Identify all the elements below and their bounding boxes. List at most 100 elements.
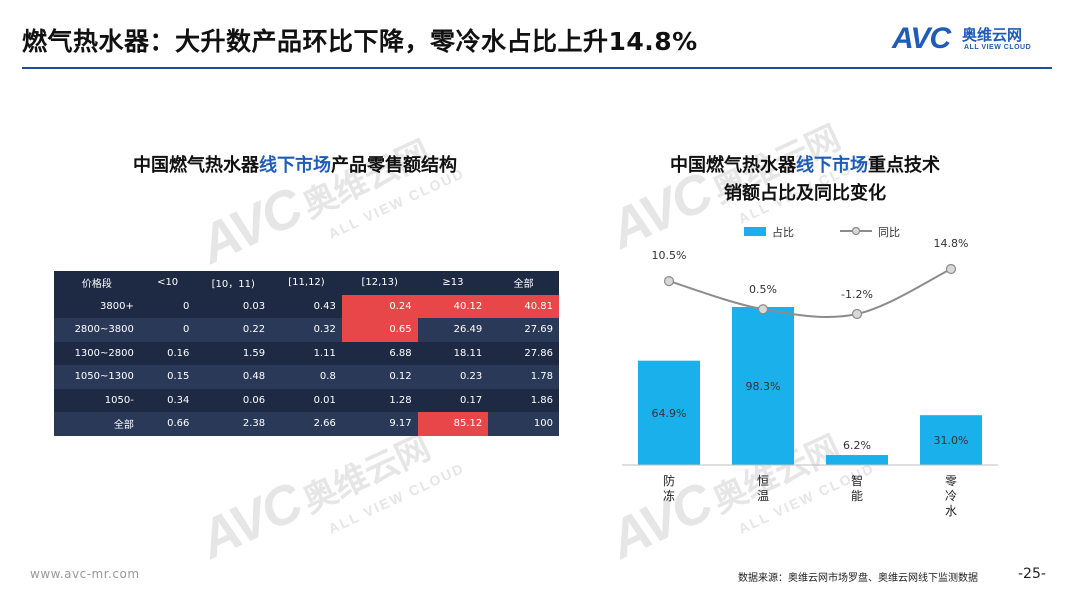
table-cell: 85.12 <box>417 412 489 436</box>
table-header-cell: 全部 <box>488 271 559 295</box>
table-row: 2800~3800 0 0.22 0.32 0.65 26.49 27.69 <box>54 318 559 342</box>
price-segment-label: 1050- <box>54 388 140 412</box>
table-cell: 1.78 <box>488 365 559 389</box>
table-cell: 40.81 <box>488 294 559 318</box>
table-cell: 0.8 <box>271 365 342 389</box>
table-cell: 1.86 <box>488 388 559 412</box>
table-header-row: 价格段 <10 [10，11) [11,12) [12,13) ≥13 全部 <box>54 271 559 295</box>
watermark: AVC 奥维云网 ALL VIEW CLOUD <box>190 132 467 276</box>
table-cell: 0.22 <box>195 318 272 342</box>
category-label-char: 温 <box>757 489 769 503</box>
logo-english-name: ALL VIEW CLOUD <box>964 44 1032 51</box>
footer-url: www.avc-mr.com <box>30 567 140 581</box>
yoy-line <box>668 268 952 318</box>
price-segment-label: 1300~2800 <box>54 341 140 365</box>
table-cell: 18.11 <box>417 341 489 365</box>
bar-value-label: 64.9% <box>652 407 687 420</box>
table-cell: 0.01 <box>271 388 342 412</box>
category-label-char: 智 <box>851 473 863 488</box>
price-segment-label: 1050~1300 <box>54 365 140 389</box>
logo-chinese-name: 奥维云网 <box>962 26 1023 44</box>
table-row: 1050~1300 0.15 0.48 0.8 0.12 0.23 1.78 <box>54 365 559 389</box>
data-source-note: 数据来源：奥维云网市场罗盘、奥维云网线下监测数据 <box>738 573 978 584</box>
bar-value-label: 98.3% <box>746 380 781 393</box>
page-number: -25- <box>1018 566 1046 582</box>
table-cell: 0.65 <box>341 318 418 342</box>
chart-title: 中国燃气热水器线下市场重点技术 销额占比及同比变化 <box>670 155 940 204</box>
table-header-cell: <10 <box>139 271 196 295</box>
table-header-cell: 价格段 <box>54 271 140 295</box>
avc-logo: AVC 奥维云网 ALL VIEW CLOUD <box>892 22 1052 56</box>
bar-value-label: 31.0% <box>934 434 969 447</box>
table-cell: 0.43 <box>271 294 342 318</box>
table-cell: 0.03 <box>195 294 272 318</box>
table-row: 1050- 0.34 0.06 0.01 1.28 0.17 1.86 <box>54 388 559 412</box>
table-cell: 0.12 <box>341 365 418 389</box>
bar-0 <box>638 360 700 465</box>
table-header-cell: [11,12) <box>271 271 342 295</box>
table-header-cell: ≥13 <box>417 271 489 295</box>
category-label-char: 冻 <box>663 488 675 503</box>
bar-value-label: 6.2% <box>843 439 871 452</box>
category-label-char: 冷 <box>945 489 957 503</box>
table-cell: 1.11 <box>271 341 342 365</box>
tech-share-chart: 占比 同比 64.9% 98.3% 6.2% 31.0% 10.5% 0.5% -1.2% 14.… <box>622 225 998 518</box>
category-label-char: 零 <box>945 474 957 488</box>
table-cell: 0.34 <box>139 388 196 412</box>
price-segment-label: 全部 <box>54 412 140 436</box>
table-cell: 0.16 <box>139 341 196 365</box>
table-cell: 27.69 <box>488 318 559 342</box>
table-row: 3800+ 0 0.03 0.43 0.24 40.12 40.81 <box>54 294 559 318</box>
price-segment-label: 3800+ <box>54 294 140 318</box>
category-label-char: 防 <box>663 473 675 488</box>
table-cell: 0.15 <box>139 365 196 389</box>
table-cell: 2.66 <box>271 412 342 436</box>
legend-marker-yoy <box>851 226 861 236</box>
bar-1 <box>732 307 794 465</box>
table-cell: 0.66 <box>139 412 196 436</box>
table-cell: 100 <box>488 412 559 436</box>
category-label-char: 能 <box>851 489 863 503</box>
table-header-cell: [12,13) <box>341 271 418 295</box>
yoy-value-label: -1.2% <box>841 288 873 301</box>
table-title: 中国燃气热水器线下市场产品零售额结构 <box>133 155 457 176</box>
table-cell: 26.49 <box>417 318 489 342</box>
legend-label-share: 占比 <box>772 225 794 239</box>
yoy-value-label: 0.5% <box>749 283 777 296</box>
category-label-char: 水 <box>945 504 957 518</box>
table-cell: 0.48 <box>195 365 272 389</box>
table-cell: 2.38 <box>195 412 272 436</box>
table-cell: 6.88 <box>341 341 418 365</box>
table-header-cell: [10，11) <box>195 271 272 295</box>
legend-label-yoy: 同比 <box>878 226 900 239</box>
yoy-point <box>757 304 769 315</box>
price-segment-label: 2800~3800 <box>54 318 140 342</box>
table-cell: 1.28 <box>341 388 418 412</box>
yoy-point <box>851 308 863 320</box>
logo-mark: AVC <box>892 22 951 55</box>
table-row: 全部 0.66 2.38 2.66 9.17 85.12 100 <box>54 412 559 436</box>
table-cell: 1.59 <box>195 341 272 365</box>
category-label-char: 恒 <box>757 474 769 488</box>
bar-3 <box>920 415 982 465</box>
yoy-value-label: 14.8% <box>934 237 969 250</box>
table-cell: 27.86 <box>488 341 559 365</box>
table-cell: 0.24 <box>341 294 418 318</box>
table-cell: 0 <box>139 294 196 318</box>
table-cell: 0 <box>139 318 196 342</box>
table-row: 1300~2800 0.16 1.59 1.11 6.88 18.11 27.86 <box>54 341 559 365</box>
price-segment-table: 价格段 <10 [10，11) [11,12) [12,13) ≥13 全部 3800+ 0 0… <box>54 271 559 436</box>
slide-title: 燃气热水器：大升数产品环比下降，零冷水占比上升14.8% <box>22 27 698 56</box>
yoy-point <box>945 263 957 275</box>
table-cell: 0.23 <box>417 365 489 389</box>
table-cell: 9.17 <box>341 412 418 436</box>
table-cell: 40.12 <box>417 294 489 318</box>
legend-swatch-share <box>744 227 766 236</box>
table-cell: 0.17 <box>417 388 489 412</box>
yoy-value-label: 10.5% <box>652 249 687 262</box>
yoy-point <box>663 275 675 287</box>
table-cell: 0.32 <box>271 318 342 342</box>
bar-2 <box>826 455 888 465</box>
table-cell: 0.06 <box>195 388 272 412</box>
title-divider <box>22 67 1052 69</box>
